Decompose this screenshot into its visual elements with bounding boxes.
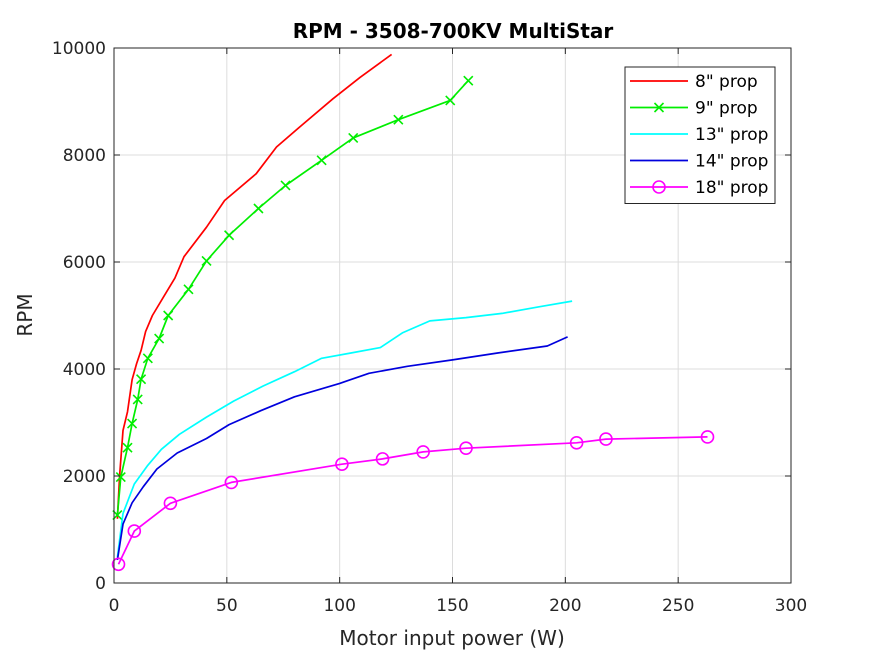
data-point — [126, 418, 138, 429]
series-line — [116, 53, 393, 519]
y-tick-label: 6000 — [63, 253, 106, 273]
data-point — [569, 436, 584, 450]
series-1 — [112, 75, 474, 521]
y-tick-label: 0 — [95, 574, 106, 594]
data-point — [224, 230, 235, 241]
x-tick-label: 150 — [436, 596, 468, 616]
y-axis-label: RPM — [13, 293, 37, 336]
data-point — [445, 95, 456, 106]
data-point — [700, 430, 715, 444]
data-point — [122, 442, 133, 453]
data-point — [142, 353, 153, 364]
series-layer — [111, 53, 715, 572]
series-4 — [111, 430, 715, 572]
legend: 8" prop 9" prop 13" prop 14" prop 18" prop — [624, 66, 776, 204]
data-point — [163, 310, 174, 321]
x-tick-label: 300 — [775, 596, 807, 616]
data-point — [183, 284, 194, 295]
x-tick-label: 0 — [109, 596, 120, 616]
data-point — [127, 524, 142, 538]
data-point — [115, 472, 126, 483]
x-tick-label: 250 — [662, 596, 694, 616]
y-tick-label: 10000 — [52, 39, 106, 59]
data-point — [154, 333, 165, 344]
series-3 — [116, 336, 568, 561]
x-tick-label: 200 — [549, 596, 581, 616]
x-tick-label: 50 — [216, 596, 238, 616]
legend-entry: 9" prop — [630, 99, 758, 119]
legend-label: 13" prop — [695, 125, 768, 145]
y-tick-label: 2000 — [63, 467, 106, 487]
data-point — [201, 255, 212, 266]
legend-box — [624, 66, 776, 204]
data-point — [416, 445, 430, 459]
data-point — [459, 441, 473, 455]
series-line — [116, 336, 568, 561]
series-line — [117, 436, 708, 565]
series-0 — [116, 53, 393, 519]
x-axis-label: Motor input power (W) — [339, 626, 565, 650]
data-point — [335, 457, 349, 472]
data-point — [132, 394, 143, 405]
data-point — [316, 155, 327, 166]
legend-entry: 14" prop — [630, 152, 768, 172]
legend-entry: 13" prop — [630, 125, 768, 145]
data-point — [224, 475, 239, 490]
data-point — [599, 432, 613, 446]
data-point — [163, 496, 178, 511]
legend-entry: 18" prop — [630, 178, 768, 198]
data-point — [136, 374, 147, 385]
legend-label: 8" prop — [695, 72, 758, 92]
y-tick-label: 8000 — [63, 146, 106, 166]
data-point — [463, 75, 474, 86]
data-point — [280, 180, 291, 191]
legend-marker — [652, 180, 666, 194]
legend-marker — [653, 102, 665, 113]
data-point — [111, 557, 126, 572]
data-point — [393, 114, 404, 125]
legend-label: 18" prop — [695, 178, 768, 198]
legend-label: 14" prop — [695, 152, 768, 172]
series-2 — [116, 300, 573, 558]
series-line — [116, 300, 573, 558]
data-point — [375, 452, 390, 466]
y-tick-label: 4000 — [63, 360, 106, 380]
legend-label: 9" prop — [695, 99, 758, 119]
legend-entry: 8" prop — [630, 72, 758, 92]
data-point — [253, 203, 264, 214]
ticks: 0 50 100 150 200 250 300 0 2000 4000 6000 8000 10000 — [52, 39, 807, 616]
series-line — [116, 80, 469, 516]
data-point — [348, 132, 359, 143]
x-tick-label: 100 — [323, 596, 355, 616]
chart-title: RPM - 3508-700KV MultiStar — [293, 19, 614, 43]
